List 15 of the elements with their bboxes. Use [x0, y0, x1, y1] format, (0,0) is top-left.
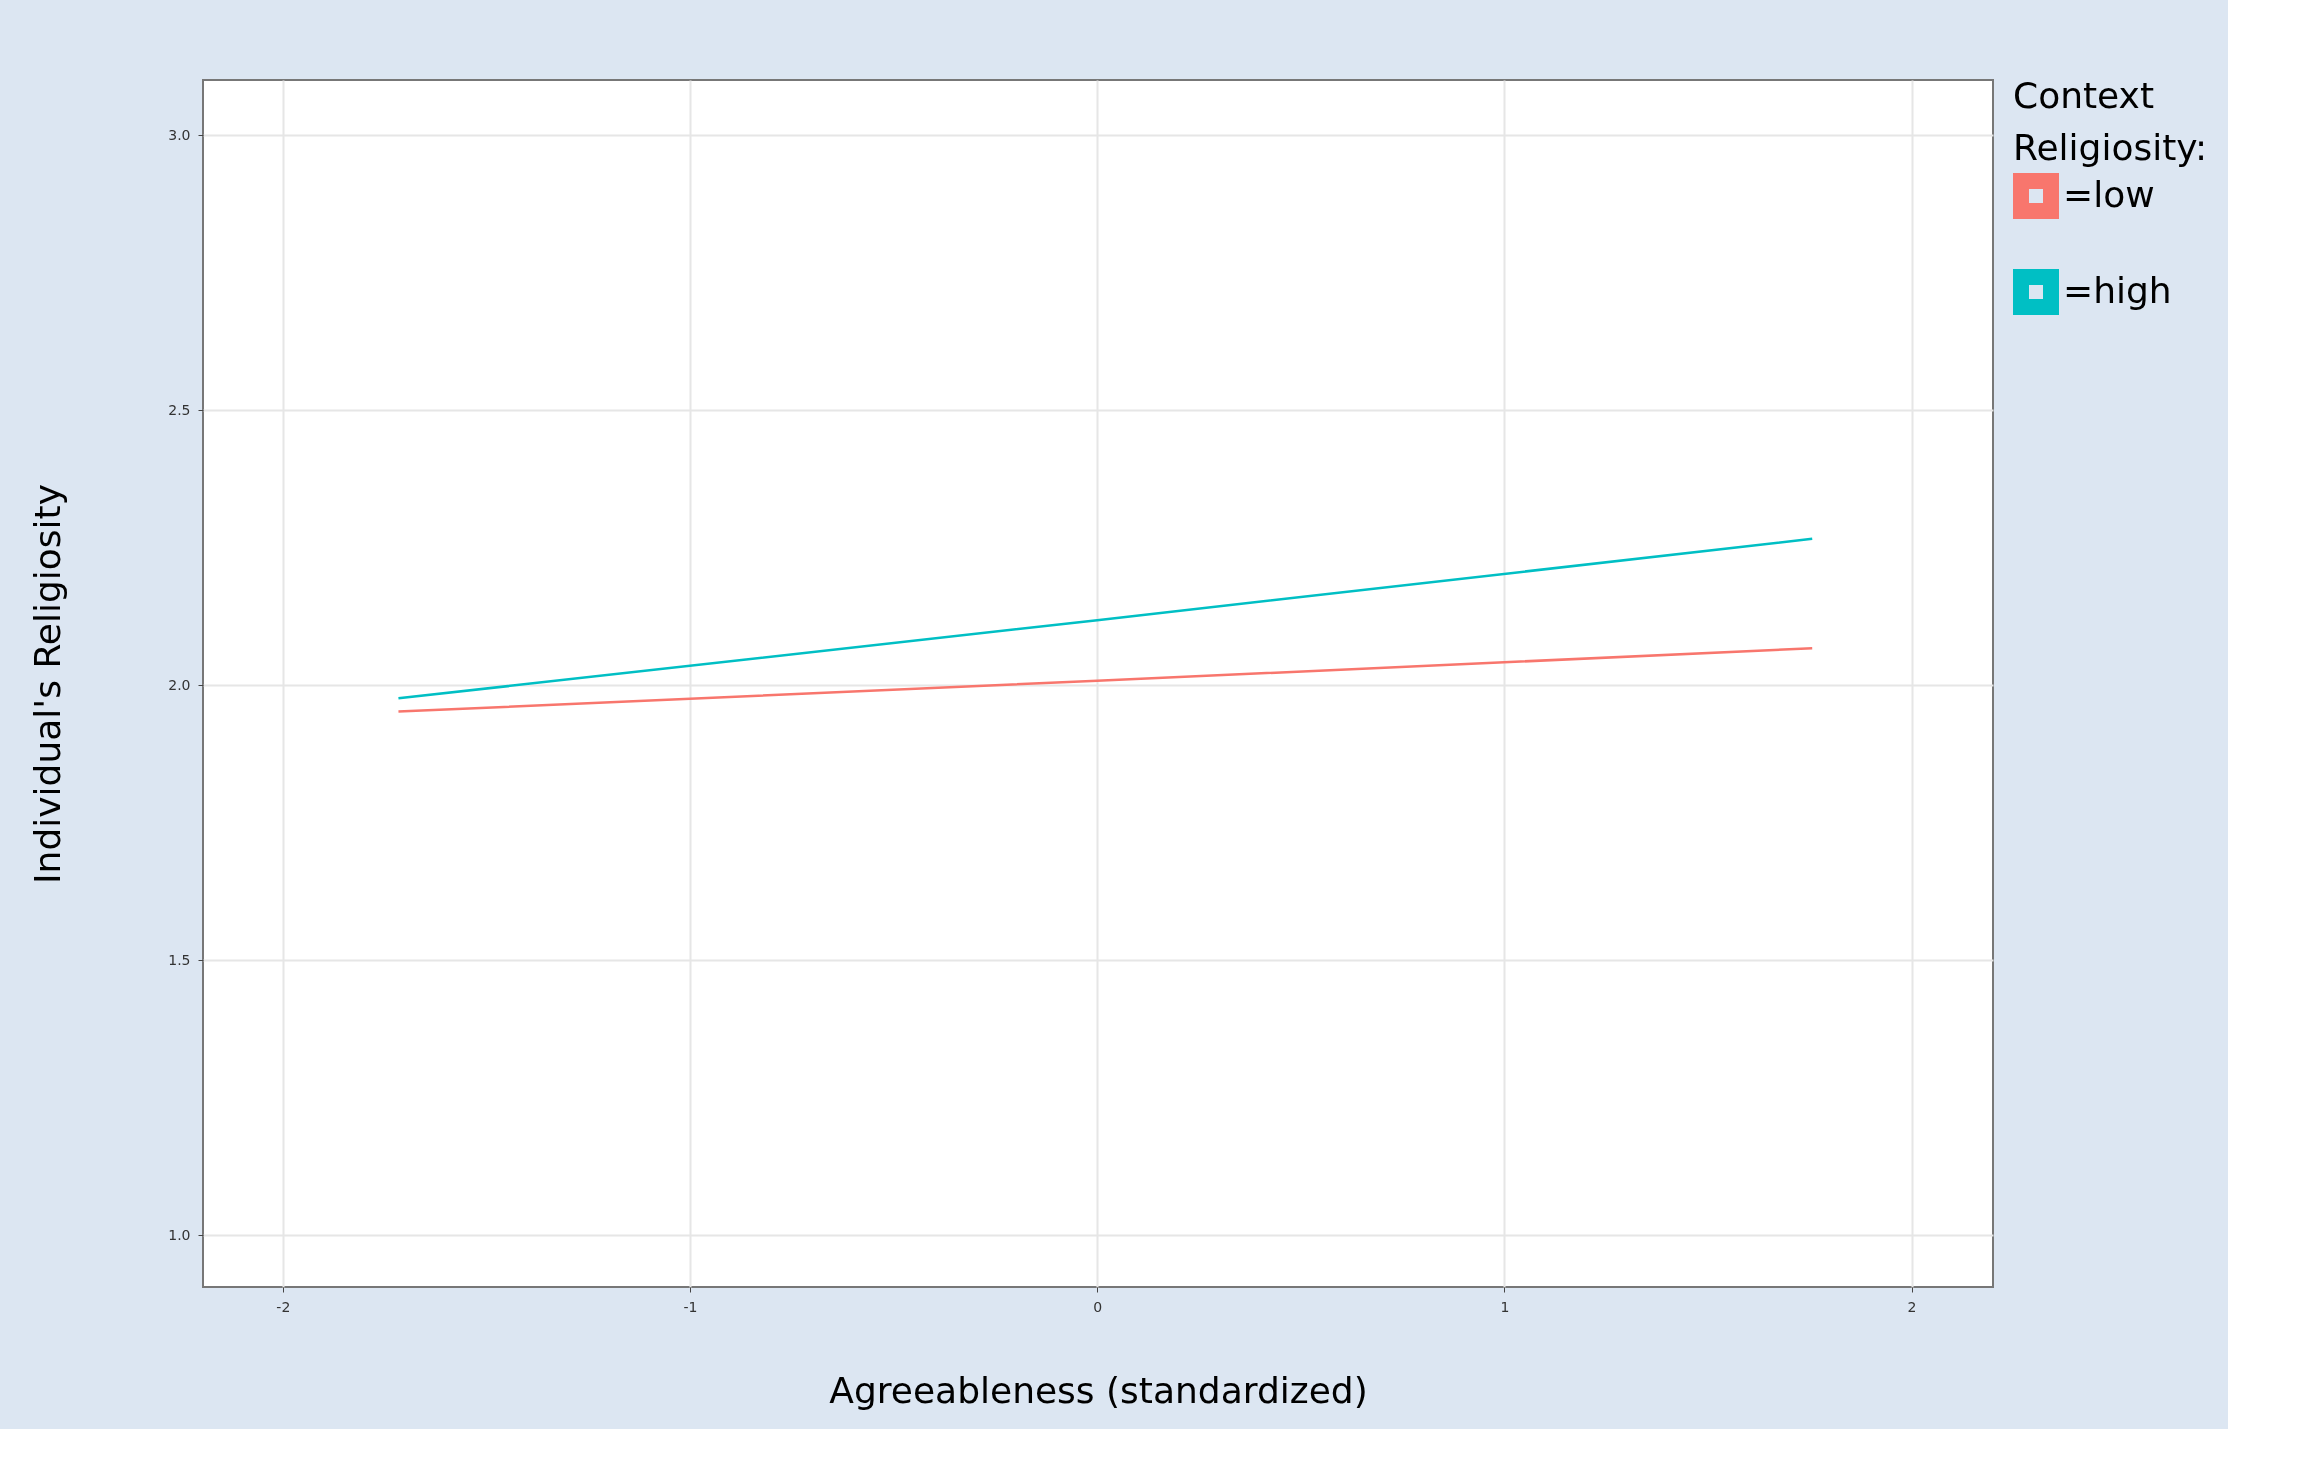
y-tick-label: 1.5 — [168, 951, 191, 968]
y-tick-label: 2.0 — [168, 676, 191, 693]
x-tick-label: 2 — [1907, 1298, 1917, 1315]
legend-title: Context Religiosity: — [2013, 75, 2208, 168]
x-axis-title: Agreeableness (standardized) — [829, 1369, 1368, 1411]
x-tick-label: -2 — [276, 1298, 291, 1315]
y-tick-label: 3.0 — [168, 126, 191, 143]
legend-label: =high — [2063, 270, 2172, 311]
x-tick-label: 1 — [1500, 1298, 1510, 1315]
y-tick-label: 2.5 — [168, 401, 191, 418]
y-tick-label: 1.0 — [168, 1226, 191, 1243]
y-axis-title: Individual's Religiosity — [27, 483, 69, 885]
x-tick-label: -1 — [683, 1298, 698, 1315]
x-tick-label: 0 — [1093, 1298, 1103, 1315]
legend-label: =low — [2063, 174, 2155, 215]
